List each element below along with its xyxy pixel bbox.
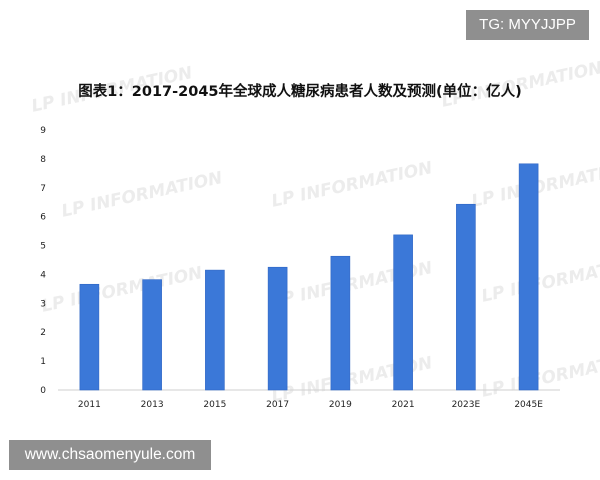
x-tick-label: 2023E (452, 400, 481, 410)
y-tick-label: 9 (40, 126, 46, 136)
x-tick-label: 2019 (329, 400, 352, 410)
bar (267, 266, 288, 391)
y-tick-label: 8 (40, 155, 46, 165)
y-tick-label: 1 (40, 357, 46, 367)
chart-title: 图表1：2017-2045年全球成人糖尿病患者人数及预测(单位：亿人) (78, 84, 522, 100)
bar (518, 163, 539, 391)
y-tick-label: 3 (40, 299, 46, 309)
footer-url-banner: www.chsaomenyule.com (9, 440, 211, 470)
x-tick-label: 2045E (514, 400, 543, 410)
y-tick-label: 6 (40, 213, 46, 223)
y-tick-label: 2 (40, 328, 46, 338)
y-tick-label: 7 (40, 184, 46, 194)
y-tick-label: 0 (40, 386, 46, 396)
bar (205, 269, 225, 391)
bar (142, 279, 162, 391)
corner-tag: TG: MYYJJPP (466, 10, 589, 40)
x-tick-label: 2013 (141, 400, 164, 410)
bar (456, 203, 476, 391)
y-tick-label: 5 (40, 242, 46, 252)
y-tick-label: 4 (40, 270, 46, 280)
bar (79, 283, 100, 391)
bar (393, 234, 413, 391)
x-tick-label: 2017 (266, 400, 289, 410)
x-tick-label: 2011 (78, 400, 101, 410)
x-tick-label: 2021 (392, 400, 415, 410)
x-tick-label: 2015 (203, 400, 226, 410)
bar (330, 255, 351, 391)
